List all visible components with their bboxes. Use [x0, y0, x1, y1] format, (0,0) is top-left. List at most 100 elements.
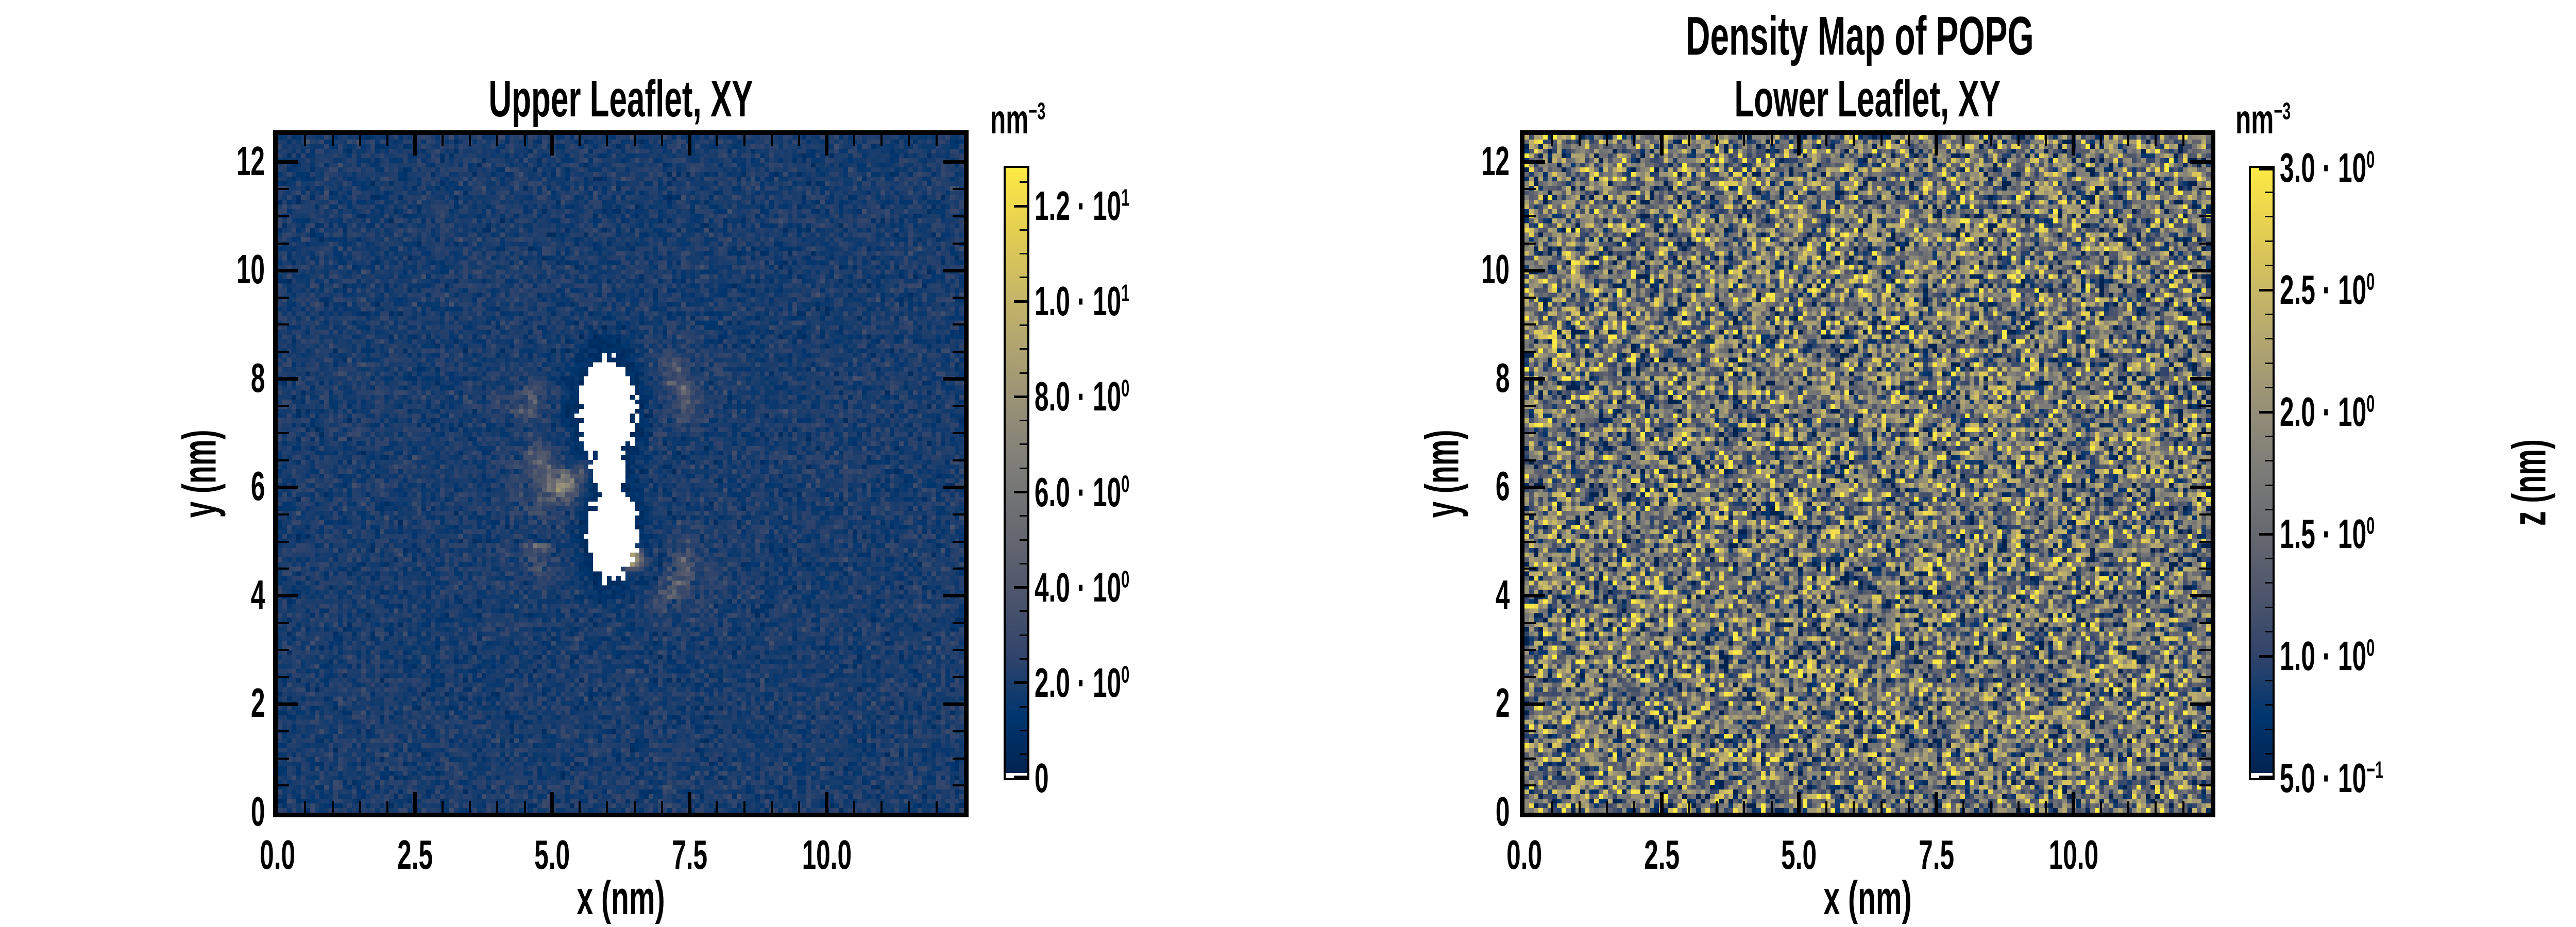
x-minor-tick	[633, 135, 636, 146]
y-tick-label-text: 0	[1495, 788, 1510, 834]
y-major-tick	[2190, 594, 2211, 598]
heatmap-plot	[1520, 130, 2215, 817]
x-minor-tick	[2018, 135, 2020, 146]
x-minor-tick	[468, 135, 471, 146]
colorbar-gradient-fill	[1006, 168, 1027, 778]
x-minor-tick	[2127, 135, 2130, 146]
x-major-tick	[1934, 135, 1938, 156]
colorbar-tick-label-text: 2.5 · 100	[2280, 267, 2375, 313]
x-major-tick	[1659, 792, 1664, 813]
colorbar-minor-tick	[1020, 753, 1027, 756]
y-minor-tick	[2199, 242, 2211, 245]
x-minor-tick	[1605, 135, 1608, 146]
x-axis-label: y (nm)	[2461, 851, 2576, 905]
colorbar-minor-tick	[1020, 443, 1027, 445]
x-minor-tick	[1853, 135, 1855, 146]
x-minor-tick	[716, 801, 718, 813]
x-minor-tick	[1743, 135, 1745, 146]
colorbar-tick-label: 3.0 · 100	[2280, 145, 2496, 191]
y-minor-tick	[2199, 405, 2211, 407]
x-major-tick	[687, 135, 691, 156]
x-minor-tick	[2155, 135, 2157, 146]
x-minor-tick	[1770, 801, 1773, 813]
y-minor-tick	[953, 513, 964, 516]
y-major-tick	[943, 485, 964, 489]
x-minor-tick	[1853, 801, 1855, 813]
y-minor-tick	[278, 649, 289, 651]
y-major-tick	[278, 160, 298, 164]
colorbar-minor-tick	[1020, 658, 1027, 660]
x-tick-label: 7.5	[1828, 831, 2044, 879]
colorbar-major-tick	[1014, 586, 1027, 589]
x-tick-label: 7.5	[581, 831, 798, 879]
colorbar-gradient	[2249, 166, 2275, 780]
y-minor-tick	[2199, 215, 2211, 217]
x-minor-tick	[1907, 801, 1910, 813]
y-tick-label-text: 12	[236, 138, 265, 184]
colorbar-major-tick	[1014, 395, 1027, 398]
x-major-tick	[825, 792, 829, 813]
x-major-tick	[550, 792, 554, 813]
y-major-tick	[1524, 702, 1545, 706]
heatmap-canvas	[1524, 135, 2211, 813]
y-minor-tick	[2199, 296, 2211, 299]
colorbar-tick-label-text: 2.0 · 100	[1035, 659, 1130, 706]
y-minor-tick	[1524, 188, 1536, 191]
y-minor-tick	[953, 730, 964, 733]
y-major-tick	[278, 485, 298, 489]
y-minor-tick	[278, 784, 289, 787]
colorbar-tick-label-text: 1.5 · 100	[2280, 511, 2375, 557]
colorbar-major-tick	[1014, 681, 1027, 684]
x-minor-tick	[1715, 801, 1718, 813]
colorbar-minor-tick	[2265, 216, 2273, 218]
y-minor-tick	[1524, 676, 1536, 678]
colorbar-unit: nm−3	[990, 94, 1196, 145]
x-major-tick	[1659, 135, 1664, 156]
colorbar-tick-label: 8.0 · 100	[1035, 373, 1251, 420]
y-tick-label-text: 4	[1495, 571, 1510, 617]
colorbar-gradient-fill	[2251, 168, 2273, 778]
y-minor-tick	[278, 351, 289, 353]
x-minor-tick	[1578, 135, 1581, 146]
y-tick-label-text: 0	[250, 788, 265, 834]
colorbar-minor-tick	[2265, 191, 2273, 193]
y-minor-tick	[1524, 540, 1536, 543]
x-minor-tick	[523, 135, 526, 146]
x-minor-tick	[386, 135, 389, 146]
x-minor-tick	[579, 135, 581, 146]
y-minor-tick	[2199, 459, 2211, 461]
y-minor-tick	[953, 296, 964, 299]
colorbar-major-tick	[2259, 410, 2273, 414]
y-tick-label-text: 10	[236, 246, 265, 293]
y-minor-tick	[278, 405, 289, 407]
colorbar-minor-tick	[1020, 539, 1027, 541]
colorbar-tick-label-text: 0	[1035, 755, 1049, 801]
colorbar-minor-tick	[1020, 610, 1027, 612]
y-minor-tick	[2199, 622, 2211, 624]
y-minor-tick	[953, 215, 964, 217]
y-tick-label: 12	[1324, 138, 1510, 185]
x-minor-tick	[771, 801, 773, 813]
x-minor-tick	[1880, 135, 1883, 146]
y-minor-tick	[953, 351, 964, 353]
x-tick-label: 5.0	[1691, 831, 1907, 879]
y-minor-tick	[278, 757, 289, 760]
y-minor-tick	[278, 730, 289, 733]
x-minor-tick	[771, 135, 773, 146]
y-minor-tick	[2199, 676, 2211, 678]
y-minor-tick	[2199, 784, 2211, 787]
colorbar-minor-tick	[2265, 338, 2273, 340]
y-tick-label-text: 12	[1481, 138, 1510, 184]
colorbar-major-tick	[2259, 533, 2273, 536]
colorbar-tick-label-text: 6.0 · 100	[1035, 469, 1130, 515]
y-minor-tick	[953, 568, 964, 570]
x-minor-tick	[880, 135, 883, 146]
y-minor-tick	[2199, 188, 2211, 191]
y-minor-tick	[953, 649, 964, 651]
colorbar-major-tick	[2259, 655, 2273, 658]
y-major-tick	[1524, 160, 1545, 164]
x-minor-tick	[908, 135, 910, 146]
y-minor-tick	[278, 513, 289, 516]
colorbar-minor-tick	[1020, 277, 1027, 279]
x-major-tick	[413, 792, 417, 813]
